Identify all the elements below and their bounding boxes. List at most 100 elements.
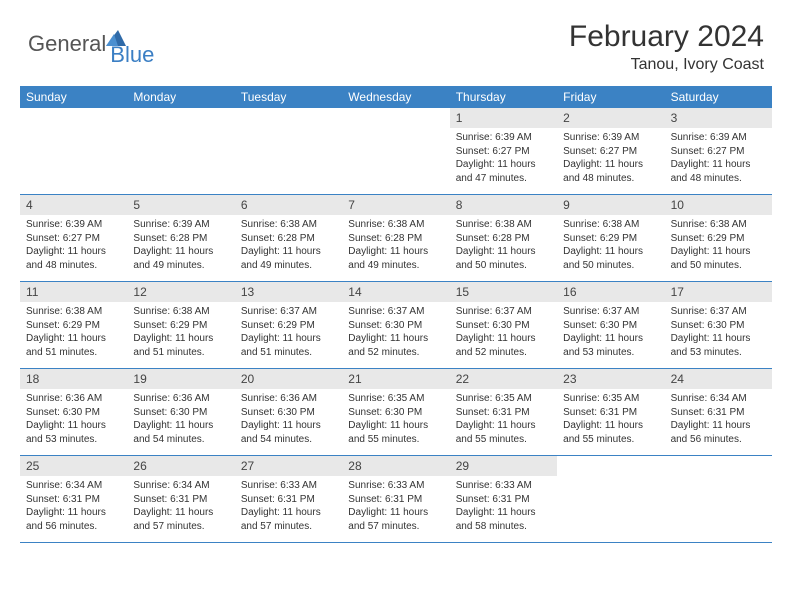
day-cell: 14Sunrise: 6:37 AMSunset: 6:30 PMDayligh… [342,282,449,368]
sunset-line: Sunset: 6:31 PM [456,493,551,507]
sunrise-line: Sunrise: 6:38 AM [671,218,766,232]
daylight-line: Daylight: 11 hours and 55 minutes. [456,419,551,446]
title-block: February 2024 Tanou, Ivory Coast [569,20,764,74]
week-row: 18Sunrise: 6:36 AMSunset: 6:30 PMDayligh… [20,369,772,456]
weekday-header: Sunday [20,86,127,108]
day-cell: 20Sunrise: 6:36 AMSunset: 6:30 PMDayligh… [235,369,342,455]
day-body: Sunrise: 6:33 AMSunset: 6:31 PMDaylight:… [342,476,449,539]
day-number: 15 [450,282,557,302]
sunrise-line: Sunrise: 6:36 AM [26,392,121,406]
day-cell: 24 Sunrise: 6:34 AMSunset: 6:31 PMDayligh… [665,369,772,455]
sunset-line: Sunset: 6:30 PM [563,319,658,333]
day-cell-empty [342,108,449,194]
day-number: 25 [20,456,127,476]
sunrise-line: Sunrise: 6:33 AM [456,479,551,493]
daylight-line: Daylight: 11 hours and 54 minutes. [241,419,336,446]
sunrise-line: Sunrise: 6:37 AM [563,305,658,319]
sunset-line: Sunset: 6:27 PM [456,145,551,159]
day-number: 11 [20,282,127,302]
day-cell-empty [127,108,234,194]
day-body: Sunrise: 6:39 AMSunset: 6:27 PMDaylight:… [557,128,664,191]
day-cell-empty [557,456,664,542]
daylight-line: Daylight: 11 hours and 58 minutes. [456,506,551,533]
day-body: Sunrise: 6:38 AMSunset: 6:28 PMDaylight:… [235,215,342,278]
logo-text-general: General [28,31,106,57]
day-number: 17 [665,282,772,302]
day-body: Sunrise: 6:38 AMSunset: 6:28 PMDaylight:… [450,215,557,278]
day-number: 24 [665,369,772,389]
daylight-line: Daylight: 11 hours and 56 minutes. [26,506,121,533]
daylight-line: Daylight: 11 hours and 52 minutes. [456,332,551,359]
day-cell: 26Sunrise: 6:34 AMSunset: 6:31 PMDayligh… [127,456,234,542]
sunrise-line: Sunrise: 6:34 AM [133,479,228,493]
daylight-line: Daylight: 11 hours and 50 minutes. [563,245,658,272]
sunrise-line: Sunrise: 6:39 AM [133,218,228,232]
sunset-line: Sunset: 6:30 PM [348,319,443,333]
sunset-line: Sunset: 6:31 PM [348,493,443,507]
sunrise-line: Sunrise: 6:37 AM [456,305,551,319]
day-body: Sunrise: 6:36 AMSunset: 6:30 PMDaylight:… [127,389,234,452]
sunrise-line: Sunrise: 6:33 AM [241,479,336,493]
weekday-header: Friday [557,86,664,108]
day-cell: 11Sunrise: 6:38 AMSunset: 6:29 PMDayligh… [20,282,127,368]
sunset-line: Sunset: 6:30 PM [456,319,551,333]
day-cell: 22Sunrise: 6:35 AMSunset: 6:31 PMDayligh… [450,369,557,455]
sunset-line: Sunset: 6:31 PM [671,406,766,420]
sunrise-line: Sunrise: 6:37 AM [241,305,336,319]
daylight-line: Daylight: 11 hours and 54 minutes. [133,419,228,446]
day-number: 29 [450,456,557,476]
logo: General Blue [28,20,154,68]
day-cell: 6Sunrise: 6:38 AMSunset: 6:28 PMDaylight… [235,195,342,281]
sunset-line: Sunset: 6:30 PM [671,319,766,333]
sunrise-line: Sunrise: 6:34 AM [26,479,121,493]
day-body: Sunrise: 6:38 AMSunset: 6:29 PMDaylight:… [127,302,234,365]
calendar: SundayMondayTuesdayWednesdayThursdayFrid… [0,86,792,543]
daylight-line: Daylight: 11 hours and 55 minutes. [348,419,443,446]
month-title: February 2024 [569,20,764,54]
daylight-line: Daylight: 11 hours and 57 minutes. [348,506,443,533]
header: General Blue February 2024 Tanou, Ivory … [0,0,792,86]
sunset-line: Sunset: 6:28 PM [456,232,551,246]
day-number: 6 [235,195,342,215]
day-body: Sunrise: 6:38 AMSunset: 6:29 PMDaylight:… [20,302,127,365]
day-number: 3 [665,108,772,128]
sunrise-line: Sunrise: 6:39 AM [671,131,766,145]
location: Tanou, Ivory Coast [569,56,764,74]
daylight-line: Daylight: 11 hours and 53 minutes. [671,332,766,359]
week-row: 11Sunrise: 6:38 AMSunset: 6:29 PMDayligh… [20,282,772,369]
day-body: Sunrise: 6:34 AMSunset: 6:31 PMDaylight:… [20,476,127,539]
day-body: Sunrise: 6:39 AMSunset: 6:27 PMDaylight:… [450,128,557,191]
sunrise-line: Sunrise: 6:35 AM [456,392,551,406]
day-number: 8 [450,195,557,215]
sunset-line: Sunset: 6:30 PM [133,406,228,420]
day-cell: 7Sunrise: 6:38 AMSunset: 6:28 PMDaylight… [342,195,449,281]
sunset-line: Sunset: 6:29 PM [241,319,336,333]
day-cell: 17Sunrise: 6:37 AMSunset: 6:30 PMDayligh… [665,282,772,368]
daylight-line: Daylight: 11 hours and 49 minutes. [348,245,443,272]
day-body: Sunrise: 6:33 AMSunset: 6:31 PMDaylight:… [450,476,557,539]
daylight-line: Daylight: 11 hours and 57 minutes. [241,506,336,533]
day-cell: 9Sunrise: 6:38 AMSunset: 6:29 PMDaylight… [557,195,664,281]
day-body: Sunrise: 6:38 AMSunset: 6:29 PMDaylight:… [665,215,772,278]
day-body: Sunrise: 6:38 AMSunset: 6:28 PMDaylight:… [342,215,449,278]
day-number: 16 [557,282,664,302]
sunrise-line: Sunrise: 6:35 AM [348,392,443,406]
day-number: 9 [557,195,664,215]
day-body: Sunrise: 6:34 AMSunset: 6:31 PMDaylight:… [127,476,234,539]
daylight-line: Daylight: 11 hours and 56 minutes. [671,419,766,446]
daylight-line: Daylight: 11 hours and 57 minutes. [133,506,228,533]
weekday-row: SundayMondayTuesdayWednesdayThursdayFrid… [20,86,772,108]
day-body: Sunrise: 6:37 AMSunset: 6:30 PMDaylight:… [557,302,664,365]
sunrise-line: Sunrise: 6:34 AM [671,392,766,406]
day-body: Sunrise: 6:37 AMSunset: 6:29 PMDaylight:… [235,302,342,365]
sunset-line: Sunset: 6:31 PM [456,406,551,420]
daylight-line: Daylight: 11 hours and 52 minutes. [348,332,443,359]
day-cell: 5Sunrise: 6:39 AMSunset: 6:28 PMDaylight… [127,195,234,281]
day-number: 7 [342,195,449,215]
week-row: 25Sunrise: 6:34 AMSunset: 6:31 PMDayligh… [20,456,772,543]
sunrise-line: Sunrise: 6:37 AM [348,305,443,319]
day-number: 18 [20,369,127,389]
day-cell: 15 Sunrise: 6:37 AMSunset: 6:30 PMDayligh… [450,282,557,368]
day-number: 12 [127,282,234,302]
daylight-line: Daylight: 11 hours and 53 minutes. [26,419,121,446]
